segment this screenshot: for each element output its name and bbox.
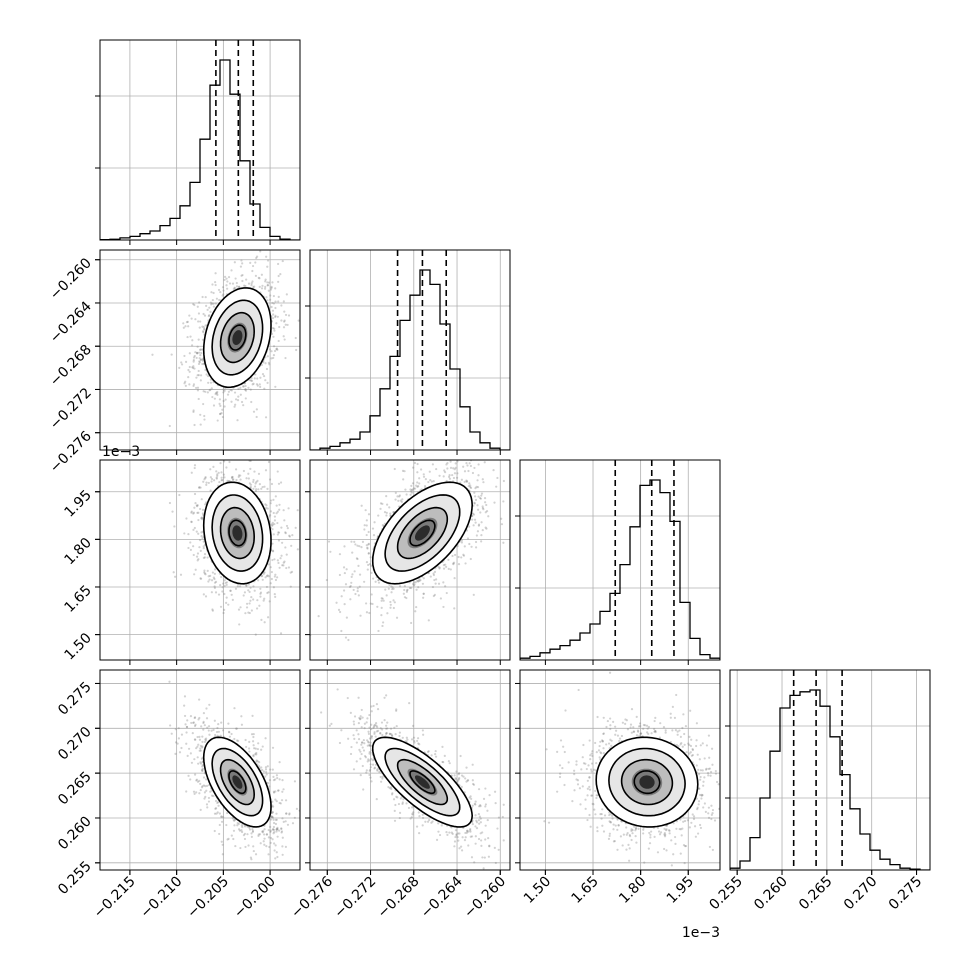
histogram-steps [520,479,720,660]
histogram-panel-p2 [515,459,721,665]
x-tick-label-p3: 0.270 [841,874,881,914]
contour [202,287,272,389]
contour [608,747,686,817]
contour [409,519,436,547]
x-tick-label-p3: 0.275 [886,874,926,914]
contour [409,770,436,795]
x-tick-label-p3: 0.260 [751,874,791,914]
x-tick-label-p3: 0.255 [706,874,746,914]
contour [384,747,461,817]
histogram-steps [310,269,510,450]
density-fill [415,775,430,789]
panel-frame [309,249,511,451]
scatter-panel-p3-p0 [95,669,301,875]
y-tick-label-p2: 1.50 [61,630,94,663]
y-tick-label-p2: 1.80 [61,535,94,568]
contour [371,736,474,828]
x-tick-label-p1: −0.272 [331,874,379,922]
histogram-steps [100,59,300,240]
histogram-steps [730,689,930,870]
histogram-panel-p3 [725,669,931,875]
contour [620,758,674,806]
panel-frame [99,39,301,241]
contour [211,299,264,376]
contour [219,311,256,364]
contour [202,481,272,585]
density-fill [415,525,430,541]
histogram-panel-p0 [95,39,301,245]
y-tick-label-p3: 0.265 [55,769,95,809]
contour [396,758,449,806]
density-fill [639,775,655,789]
x-tick-label-p1: −0.264 [418,873,466,921]
param3-offset-label-left: 1e−3 [102,444,140,460]
scatter-panel-p1-p0 [95,249,301,455]
contour [219,506,256,560]
x-tick-label-p2: 1.50 [521,874,554,907]
contour [228,770,247,795]
x-tick-label-p3: 0.265 [796,874,836,914]
x-tick-label-p0: −0.200 [231,874,279,922]
y-tick-label-p2: 1.95 [61,487,94,520]
y-tick-label-p3: 0.260 [55,813,95,853]
x-tick-label-p2: 1.95 [664,874,697,907]
param3-offset-label-bottom: 1e−3 [682,925,720,941]
panel-frame [519,669,721,871]
y-tick-label-p1: −0.264 [47,298,95,346]
density-fill [232,525,243,541]
contour [211,494,264,572]
scatter-panel-p3-p2 [515,669,721,875]
y-tick-label-p1: −0.260 [47,255,95,303]
contour [633,770,661,795]
contour [219,758,256,806]
y-tick-label-p3: 0.275 [55,679,95,719]
x-tick-label-p1: −0.268 [375,874,423,922]
y-tick-label-p1: −0.268 [47,342,95,390]
panel-frame [309,459,511,661]
scatter-panel-p2-p1 [305,459,511,665]
scatter-panel-p2-p0 [95,459,301,665]
y-tick-label-p3: 0.255 [55,858,95,898]
histogram-panel-p1 [305,249,511,455]
panel-frame [99,459,301,661]
contour [595,736,699,828]
scatter-panel-p3-p1 [305,669,511,875]
panel-frame [729,669,931,871]
contour [396,506,449,560]
panel-frame [99,669,301,871]
contour [371,481,474,585]
x-tick-label-p1: −0.276 [288,873,336,921]
contour [228,519,247,547]
density-fill [232,330,243,345]
x-tick-label-p0: −0.205 [184,874,232,922]
panel-frame [309,669,511,871]
panel-frame [99,249,301,451]
y-tick-label-p1: −0.276 [47,428,95,476]
y-tick-label-p1: −0.272 [47,385,95,433]
x-tick-label-p2: 1.65 [568,874,601,907]
x-tick-label-p1: −0.260 [461,874,509,922]
contour [202,736,272,828]
density-fill [232,775,243,789]
contour [384,494,461,572]
y-tick-label-p3: 0.270 [55,724,95,764]
contour [211,747,264,817]
x-tick-label-p0: −0.210 [138,874,186,922]
x-tick-label-p2: 1.80 [616,874,649,907]
y-tick-label-p2: 1.65 [61,582,94,615]
panel-frame [519,459,721,661]
x-tick-label-p0: −0.215 [91,874,139,922]
contour [228,324,247,351]
